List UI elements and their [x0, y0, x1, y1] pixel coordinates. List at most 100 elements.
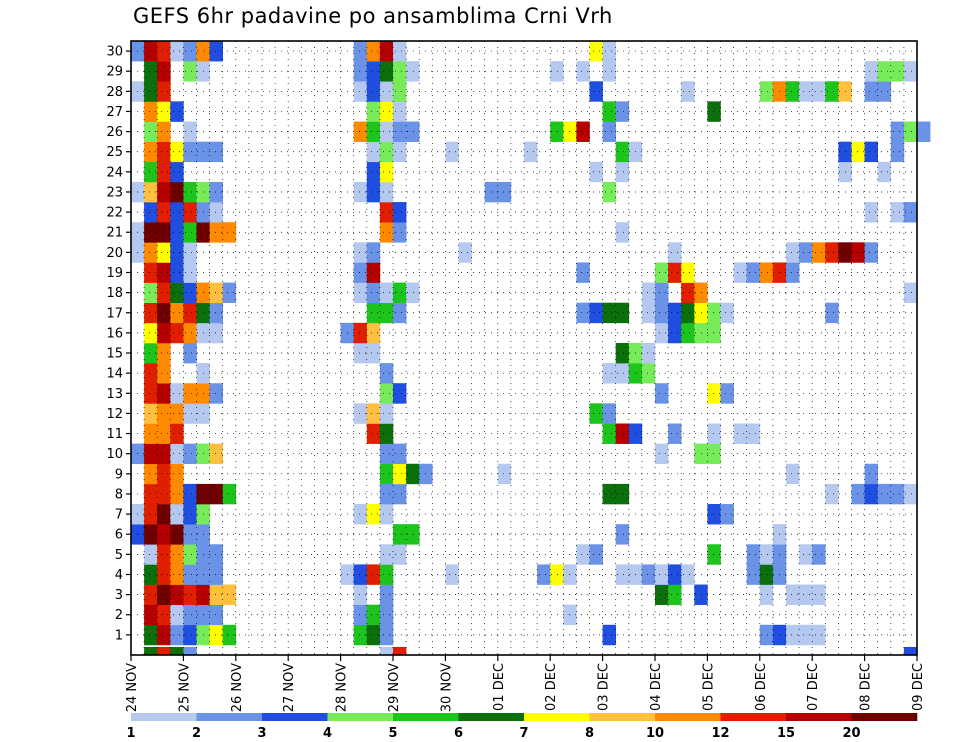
- heatmap-cell-m15-s17: [353, 342, 368, 364]
- heatmap-cell-m22-s19: [379, 202, 394, 223]
- legend-swatch: [131, 713, 197, 721]
- color-legend: 1 2 3 4 5 6 7 8 10 12 15 20: [126, 713, 918, 741]
- heatmap-cell-m17-s39: [641, 302, 656, 324]
- legend-label: 8: [585, 726, 594, 741]
- heatmap-cell-m6-s37: [615, 524, 630, 545]
- y-tick-label: 20: [106, 246, 123, 261]
- heatmap-cell-m19-s46: [733, 262, 747, 283]
- heatmap-cell-m22-s1: [144, 202, 158, 223]
- heatmap-cell-m24-s19: [379, 161, 394, 183]
- heatmap-cell-m25-s19: [379, 141, 394, 163]
- heatmap-cell-m6-s21: [406, 524, 420, 545]
- heatmap-cell-m2-s18: [366, 604, 381, 626]
- heatmap-cell-m24-s35: [589, 161, 603, 183]
- heatmap-cell-m12-s35: [589, 403, 603, 424]
- heatmap-cell-m30-s17: [353, 41, 368, 62]
- heatmap-cell-m18-s18: [366, 282, 381, 303]
- heatmap-cell-m18-s59: [903, 282, 918, 303]
- heatmap-cell-m19-s17: [353, 262, 368, 283]
- heatmap-cell-m29-s2: [157, 61, 171, 82]
- heatmap-cell-m13-s6: [209, 383, 223, 404]
- x-tick-label: 26 NOV: [230, 663, 245, 712]
- y-tick-label: 2: [115, 608, 123, 623]
- heatmap-cell-m16-s6: [209, 322, 223, 344]
- legend-swatch: [720, 713, 787, 721]
- heatmap-cell-m8-s6: [209, 483, 223, 505]
- heatmap-cell-m8-s37: [615, 483, 630, 505]
- y-tick-label: 18: [106, 286, 123, 301]
- heatmap-cell-m19-s34: [576, 262, 590, 283]
- heatmap-cell-m29-s4: [183, 61, 197, 82]
- heatmap-cell-m29-s59: [903, 61, 918, 82]
- heatmap-cell-m8-s55: [851, 483, 865, 505]
- heatmap-cell-m19-s47: [746, 262, 761, 283]
- heatmap-cell-m4-s6: [209, 564, 223, 585]
- heatmap-cell-m9-s28: [497, 463, 512, 485]
- heatmap-cell-m17-s41: [668, 302, 682, 324]
- heatmap-cell-m22-s4: [183, 202, 197, 223]
- y-tick-label: 21: [106, 226, 123, 241]
- heatmap-cell-m19-s48: [759, 262, 774, 283]
- heatmap-cell-m29-s58: [890, 61, 905, 82]
- heatmap-cell-m20-s17: [353, 242, 368, 263]
- heatmap-cell-m5-s4: [183, 544, 197, 565]
- heatmap-cell-m27-s18: [366, 101, 381, 122]
- heatmap-cell-m11-s2: [157, 423, 171, 444]
- heatmap-cell-m29-s21: [406, 61, 420, 82]
- heatmap-cell-m13-s20: [393, 383, 407, 404]
- heatmap-cell-m6-s20: [393, 524, 407, 545]
- heatmap-cell-m15-s37: [615, 342, 630, 364]
- heatmap-cell-m1-s18: [366, 624, 381, 646]
- heatmap-cell-m27-s20: [393, 101, 407, 122]
- heatmap-cell-m21-s2: [157, 222, 171, 243]
- heatmap-cell-m0-s4: [183, 646, 197, 655]
- y-tick-label: 19: [106, 266, 123, 281]
- heatmap-cell-m4-s40: [655, 564, 669, 585]
- heatmap-cell-m24-s57: [877, 161, 892, 183]
- heatmap-cell-m17-s45: [720, 302, 734, 324]
- heatmap-cell-m16-s17: [353, 322, 368, 344]
- heatmap-cell-m23-s19: [379, 181, 394, 203]
- heatmap-cell-m7-s2: [157, 504, 171, 525]
- heatmap-cell-m13-s4: [183, 383, 197, 404]
- heatmap-cell-m2-s3: [170, 604, 184, 626]
- heatmap-cell-m28-s48: [759, 81, 774, 102]
- x-tick-label: 08 DEC: [859, 663, 874, 711]
- heatmap-cell-m14-s2: [157, 363, 171, 384]
- heatmap-cell-m1-s6: [209, 624, 223, 646]
- heatmap-cell-m30-s35: [589, 41, 603, 62]
- heatmap-cell-m16-s2: [157, 322, 171, 344]
- heatmap-cell-m16-s1: [144, 322, 158, 344]
- heatmap-cell-m28-s2: [157, 81, 171, 102]
- x-tick-label: 02 DEC: [544, 663, 559, 711]
- heatmap-cell-m30-s3: [170, 41, 184, 62]
- heatmap-cell-m9-s3: [170, 463, 184, 485]
- heatmap-cell-m14-s19: [379, 363, 394, 384]
- heatmap-cell-m4-s39: [641, 564, 656, 585]
- heatmap-cell-m13-s3: [170, 383, 184, 404]
- heatmap-cell-m30-s1: [144, 41, 158, 62]
- heatmap-cell-m6-s1: [144, 524, 158, 545]
- y-tick-label: 13: [106, 387, 123, 402]
- heatmap-cell-m22-s6: [209, 202, 223, 223]
- heatmap-cell-m18-s6: [209, 282, 223, 303]
- heatmap-cell-m30-s2: [157, 41, 171, 62]
- legend-label: 4: [323, 726, 332, 741]
- heatmap-cell-m10-s44: [707, 443, 721, 465]
- heatmap-cell-m25-s2: [157, 141, 171, 163]
- heatmap-cell-m9-s56: [864, 463, 878, 485]
- heatmap-cell-m19-s42: [681, 262, 695, 283]
- heatmap-cell-m3-s19: [379, 584, 394, 605]
- heatmap-cell-m17-s37: [615, 302, 630, 324]
- heatmap-cell-m24-s3: [170, 161, 184, 183]
- y-tick-label: 23: [106, 185, 123, 200]
- heatmap-cell-m29-s56: [864, 61, 878, 82]
- legend-label: 5: [388, 726, 397, 741]
- heatmap-cell-m19-s41: [668, 262, 682, 283]
- heatmap-cell-m18-s40: [655, 282, 669, 303]
- heatmap-cell-m0-s59: [903, 646, 918, 655]
- heatmap-cell-m4-s47: [746, 564, 761, 585]
- heatmap-cell-m22-s20: [393, 202, 407, 223]
- legend-swatch: [196, 713, 263, 721]
